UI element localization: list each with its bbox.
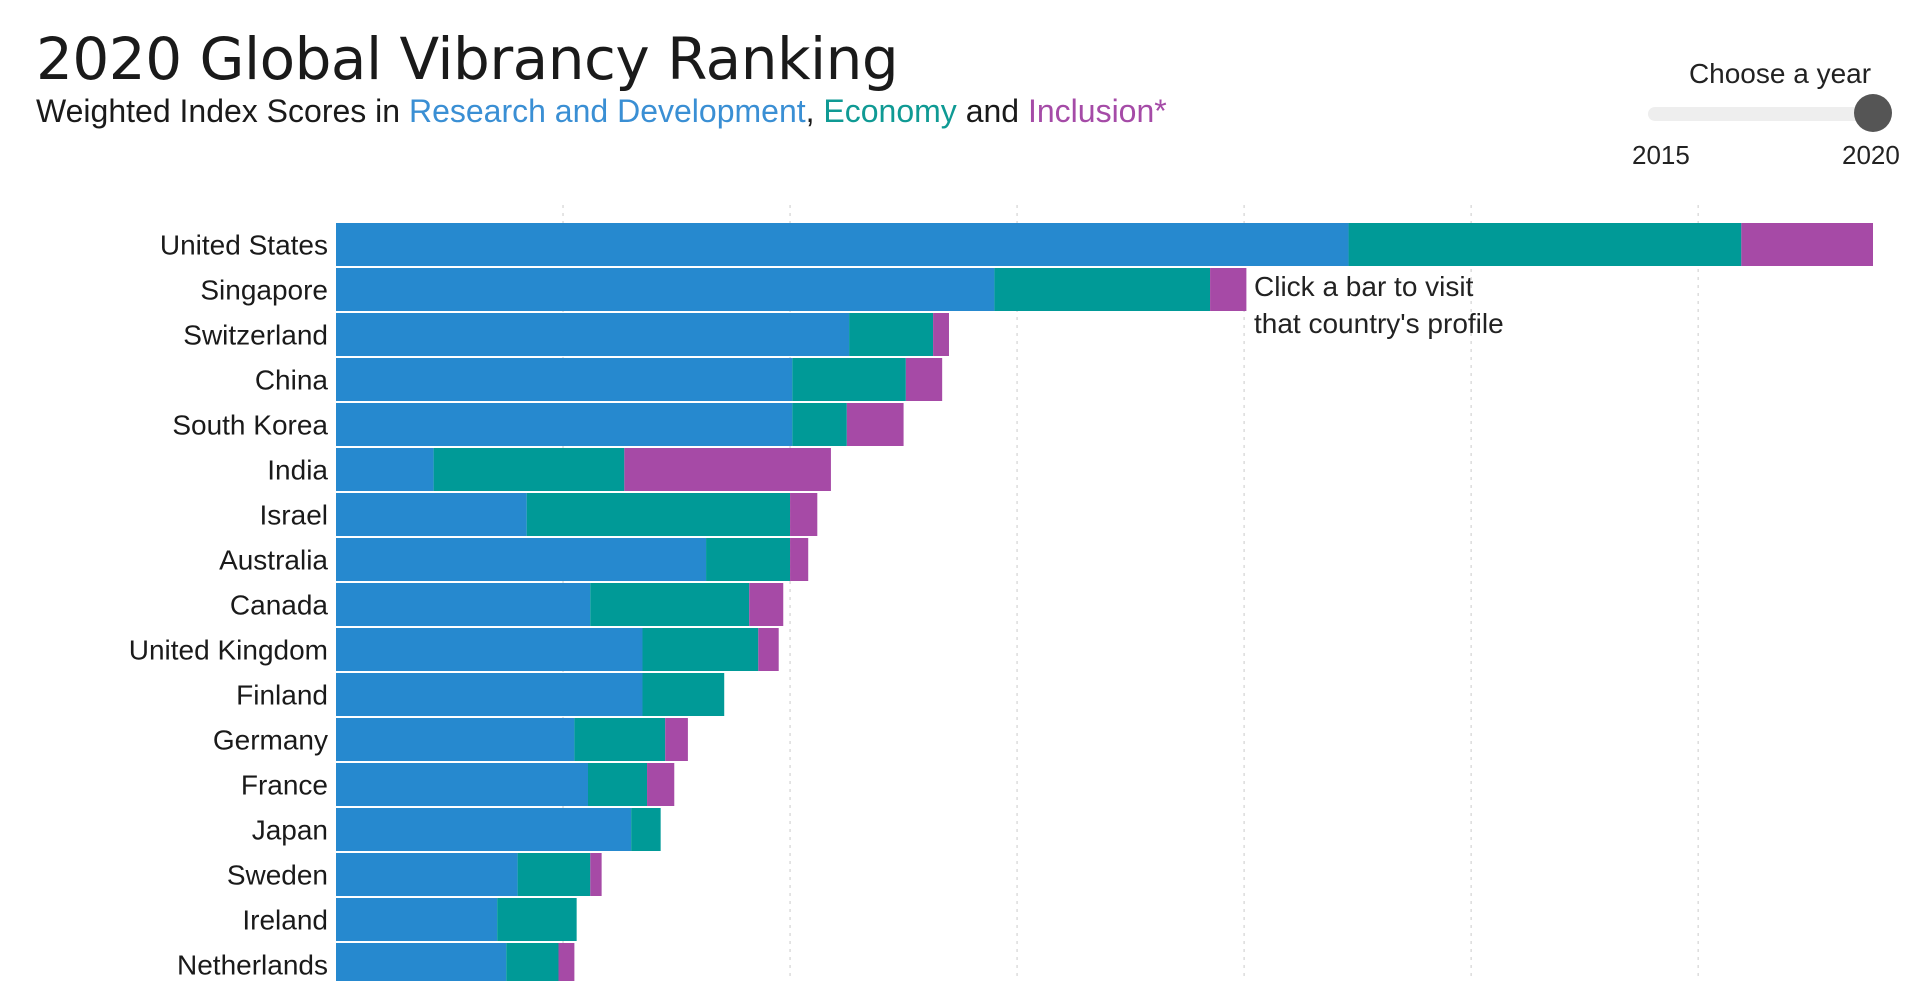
bar-germany-economy[interactable] [574,718,666,761]
bar-south-korea-inclusion[interactable] [846,403,904,446]
country-label-finland: Finland [236,680,328,711]
bar-israel-inclusion[interactable] [790,493,818,536]
bar-south-korea-economy[interactable] [792,403,847,446]
subtitle-research-label: Research and Development [408,93,806,129]
country-label-sweden: Sweden [227,860,328,891]
bar-switzerland-research[interactable] [336,313,850,356]
bar-sweden-inclusion[interactable] [590,853,602,896]
bar-israel-economy[interactable] [526,493,791,536]
year-slider-handle[interactable] [1854,94,1892,132]
category-labels: United States Singapore Switzerland China So… [129,230,329,981]
bar-singapore-research[interactable] [336,268,995,311]
bar-singapore-inclusion[interactable] [1210,268,1247,311]
country-label-canada: Canada [230,590,329,621]
bar-south-korea-research[interactable] [336,403,793,446]
bar-india-research[interactable] [336,448,434,491]
bar-netherlands-economy[interactable] [506,943,559,981]
bar-canada-economy[interactable] [590,583,750,626]
country-label-netherlands: Netherlands [177,950,328,981]
bar-france-economy[interactable] [588,763,648,806]
bar-australia-economy[interactable] [706,538,791,581]
bar-canada-inclusion[interactable] [749,583,784,626]
bar-united-states-inclusion[interactable] [1741,223,1873,266]
bar-finland-economy[interactable] [642,673,725,716]
country-label-switzerland: Switzerland [183,320,328,351]
chart-subtitle: Weighted Index Scores in Research and De… [36,92,1167,130]
subtitle-separator-1: , [805,93,824,129]
bar-australia-inclusion[interactable] [790,538,809,581]
bar-sweden-economy[interactable] [517,853,591,896]
subtitle-economy-label: Economy [823,93,957,129]
year-selector-label: Choose a year [1688,58,1872,89]
country-label-australia: Australia [219,545,328,576]
bars-layer [336,223,1873,981]
bar-united-kingdom-inclusion[interactable] [758,628,779,671]
bar-united-kingdom-research[interactable] [336,628,643,671]
bar-france-research[interactable] [336,763,589,806]
bar-germany-research[interactable] [336,718,575,761]
year-slider-min-label: 2015 [1632,140,1690,170]
stacked-bar-chart: United States Singapore Switzerland China So… [129,205,1873,981]
country-label-israel: Israel [260,500,328,531]
bar-switzerland-inclusion[interactable] [933,313,949,356]
bar-netherlands-research[interactable] [336,943,507,981]
year-slider-max-label: 2020 [1842,140,1900,170]
country-label-japan: Japan [252,815,328,846]
bar-france-inclusion[interactable] [647,763,675,806]
bar-india-economy[interactable] [433,448,625,491]
subtitle-prefix: Weighted Index Scores in [36,93,409,129]
subtitle-inclusion-label: Inclusion* [1027,93,1167,129]
year-slider-track[interactable] [1648,107,1880,121]
bar-united-kingdom-economy[interactable] [642,628,759,671]
click-hint-annotation: Click a bar to visit that country's prof… [1254,271,1504,339]
country-label-singapore: Singapore [200,275,328,306]
bar-ireland-economy[interactable] [497,898,577,941]
bar-united-states-economy[interactable] [1348,223,1742,266]
country-label-india: India [267,455,328,486]
country-label-united-states: United States [160,230,328,261]
bar-australia-research[interactable] [336,538,707,581]
bar-united-states-research[interactable] [336,223,1349,266]
bar-japan-research[interactable] [336,808,632,851]
country-label-germany: Germany [213,725,328,756]
bar-canada-research[interactable] [336,583,591,626]
country-label-ireland: Ireland [242,905,328,936]
year-selector: Choose a year 2015 2020 [1620,58,1920,178]
bar-ireland-research[interactable] [336,898,498,941]
country-label-france: France [241,770,328,801]
bar-singapore-economy[interactable] [994,268,1211,311]
bar-japan-economy[interactable] [631,808,661,851]
bar-china-research[interactable] [336,358,793,401]
bar-finland-research[interactable] [336,673,643,716]
country-label-south-korea: South Korea [172,410,328,441]
bar-switzerland-economy[interactable] [849,313,934,356]
bar-china-economy[interactable] [792,358,906,401]
chart-title: 2020 Global Vibrancy Ranking [36,25,899,93]
subtitle-separator-2: and [956,93,1028,129]
bar-india-inclusion[interactable] [624,448,831,491]
bar-china-inclusion[interactable] [905,358,943,401]
bar-israel-research[interactable] [336,493,527,536]
country-label-china: China [255,365,329,396]
bar-sweden-research[interactable] [336,853,518,896]
country-label-united-kingdom: United Kingdom [129,635,328,666]
bar-netherlands-inclusion[interactable] [558,943,575,981]
bar-germany-inclusion[interactable] [665,718,688,761]
